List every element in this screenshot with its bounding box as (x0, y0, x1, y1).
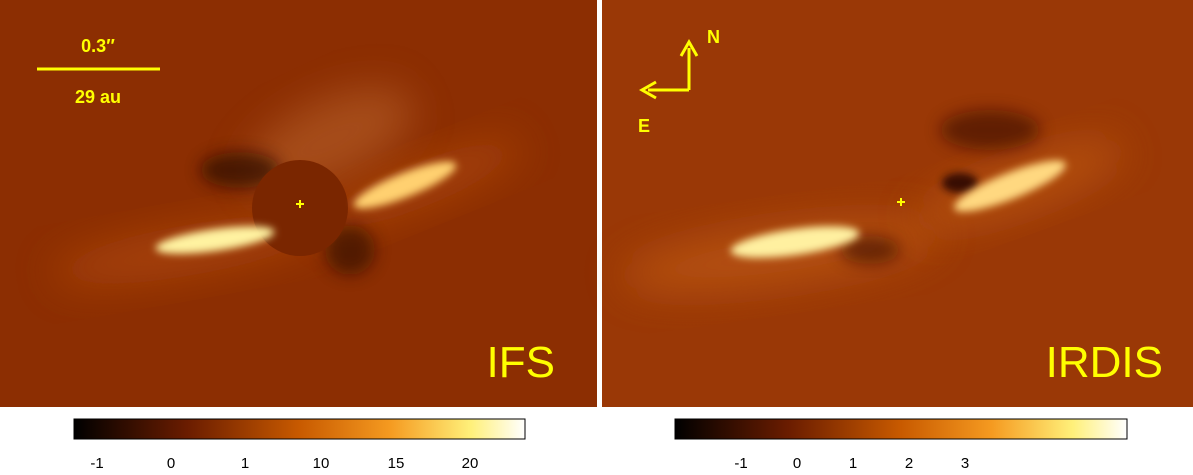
colorbar-tick-label: 1 (241, 455, 249, 472)
colorbar-tick-label: 10 (313, 455, 330, 472)
colorbar-tick-label: -1 (734, 455, 747, 472)
colorbar-tick-label: 15 (388, 455, 405, 472)
colorbar-tick-label: 1 (849, 455, 857, 472)
colorbar-tick-label: 2 (905, 455, 913, 472)
colorbar (674, 418, 1128, 440)
panel-label: IRDIS (1046, 338, 1163, 387)
compass-north: N (707, 27, 720, 47)
irdis-panel: N E IRDIS (602, 0, 1193, 407)
compass-east: E (638, 116, 650, 136)
scale-bar-angle: 0.3″ (81, 36, 115, 56)
colorbar-tick-label: 0 (167, 455, 175, 472)
colorbar (73, 418, 526, 440)
colorbar-tick-label: 3 (961, 455, 969, 472)
scale-bar-distance: 29 au (75, 87, 121, 107)
colorbar-tick-label: -1 (90, 455, 103, 472)
ifs-panel: 0.3″ 29 au IFS (0, 0, 597, 407)
panel-label: IFS (487, 338, 555, 387)
colorbar-tick-label: 0 (793, 455, 801, 472)
colorbar-tick-label: 20 (462, 455, 479, 472)
